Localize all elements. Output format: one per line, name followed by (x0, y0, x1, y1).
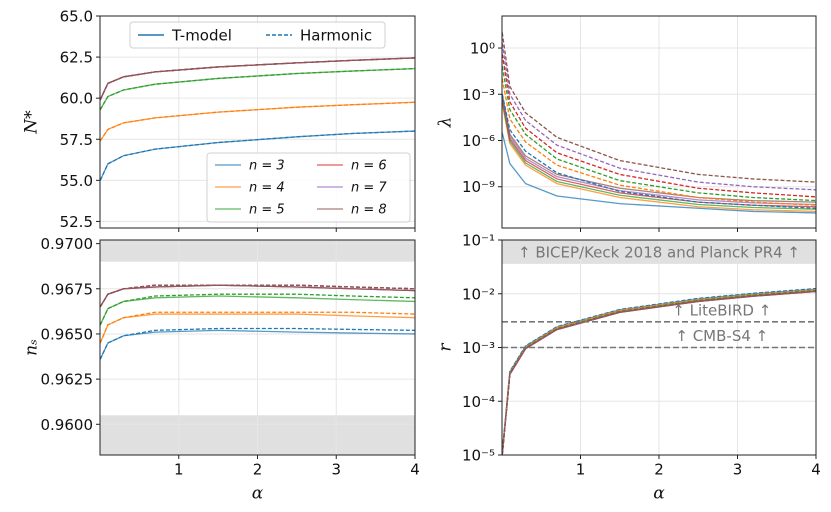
x-axis-label: α (653, 484, 665, 504)
harmonic-line (502, 290, 816, 455)
x-tick-label: 2 (654, 461, 664, 479)
plot-area (100, 240, 415, 455)
y-axis-label: λ (436, 117, 456, 129)
y-tick-label: 0.9700 (41, 235, 94, 253)
harmonic-line (502, 54, 816, 198)
x-tick-label: 3 (733, 461, 743, 479)
y-tick-label: 0.9650 (41, 325, 94, 343)
y-axis-label: N* (22, 110, 42, 135)
reference-label: ↑ LiteBIRD ↑ (672, 301, 771, 319)
y-tick-label: 10⁻² (462, 285, 495, 303)
y-tick-label: 10⁻³ (462, 339, 495, 357)
x-tick-label: 1 (576, 461, 586, 479)
harmonic-line (502, 94, 816, 209)
x-tick-label: 4 (811, 461, 821, 479)
harmonic-line (502, 32, 816, 183)
legend-label: Harmonic (300, 27, 372, 45)
y-tick-label: 10⁰ (470, 40, 495, 58)
x-tick-label: 3 (331, 461, 341, 479)
y-tick-label: 60.0 (60, 90, 93, 108)
legend-box (129, 21, 386, 49)
legend-box (206, 152, 411, 223)
tmodel-line (100, 313, 415, 344)
style-legend: T-model Harmonic (129, 21, 386, 49)
tmodel-line (100, 284, 415, 308)
legend-label: n = 4 (249, 181, 285, 196)
harmonic-line (502, 66, 816, 202)
y-tick-label: 0.9625 (41, 371, 94, 389)
tmodel-line (100, 101, 415, 142)
harmonic-line (502, 78, 816, 206)
harmonic-line (100, 293, 415, 326)
x-tick-label: 2 (253, 461, 263, 479)
y-tick-label: 10⁻⁵ (462, 447, 495, 465)
tmodel-line (502, 96, 816, 206)
plot-area (100, 16, 415, 228)
y-tick-label: 10⁻³ (462, 86, 495, 104)
y-tick-label: 10⁻⁶ (462, 132, 495, 150)
x-axis-label: α (252, 484, 264, 504)
y-tick-label: 10⁻⁹ (462, 178, 495, 196)
y-axis-label: r (436, 343, 456, 352)
harmonic-line (100, 67, 415, 110)
harmonic-line (100, 57, 415, 101)
y-tick-label: 0.9600 (41, 416, 94, 434)
tmodel-line (502, 94, 816, 203)
region-label: ↑ BICEP/Keck 2018 and Planck PR4 ↑ (518, 243, 800, 261)
tmodel-line (502, 101, 816, 210)
legend-label: n = 3 (249, 159, 285, 174)
harmonic-line (502, 287, 816, 453)
legend-label: T-model (171, 27, 232, 45)
y-tick-label: 10⁻¹ (462, 232, 495, 250)
tmodel-line (502, 132, 816, 214)
y-tick-label: 55.0 (60, 172, 93, 190)
harmonic-line (502, 43, 816, 191)
x-tick-label: 1 (174, 461, 184, 479)
harmonic-line (100, 327, 415, 360)
series-legend: n = 3 n = 4 n = 5 n = 6 n = 7 n = 8 (206, 152, 411, 223)
tmodel-line (502, 103, 816, 213)
plot-area (502, 16, 816, 228)
harmonic-line (100, 130, 415, 181)
legend-label: n = 6 (351, 159, 387, 174)
plot-area (502, 240, 816, 455)
legend-label: n = 8 (351, 203, 387, 218)
y-tick-label: 57.5 (60, 131, 93, 149)
legend-label: n = 7 (351, 181, 387, 196)
y-tick-label: 10⁻⁴ (462, 393, 495, 411)
legend-label: n = 5 (249, 203, 285, 218)
reference-label: ↑ CMB-S4 ↑ (675, 327, 768, 345)
y-axis-label: nₛ (22, 339, 42, 356)
y-tick-label: 0.9675 (41, 280, 94, 298)
y-tick-label: 65.0 (60, 8, 93, 26)
x-tick-label: 4 (410, 461, 420, 479)
y-tick-label: 52.5 (60, 213, 93, 231)
y-tick-label: 62.5 (60, 49, 93, 67)
